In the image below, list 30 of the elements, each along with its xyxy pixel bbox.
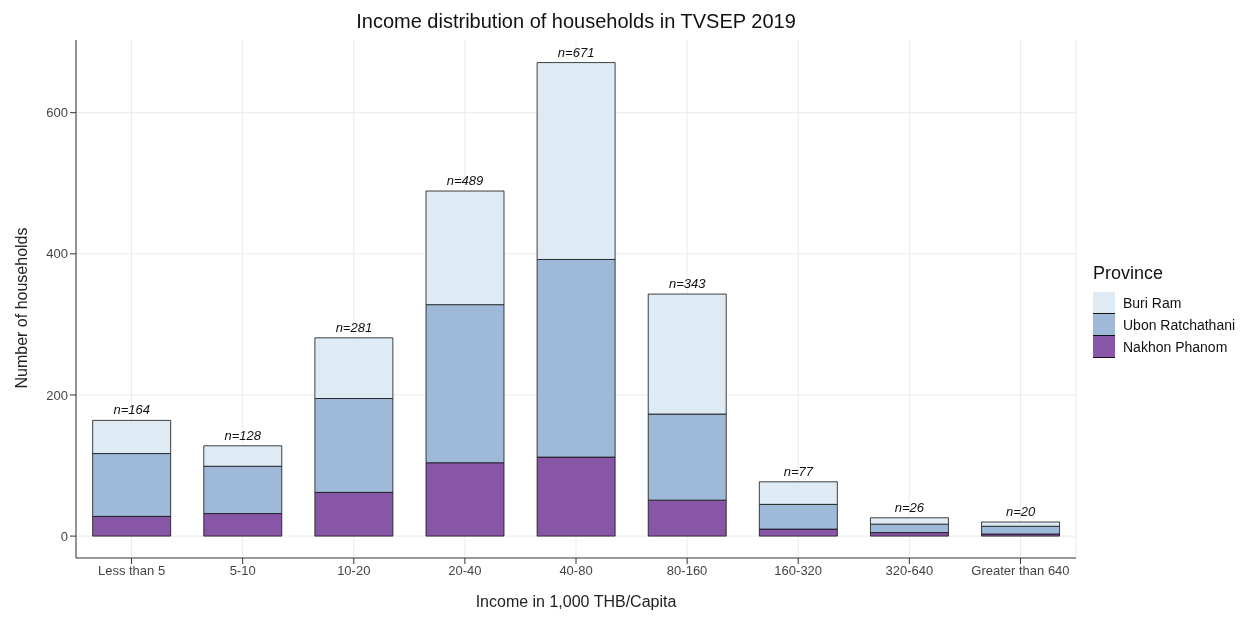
legend-title: Province — [1093, 263, 1165, 284]
total-label: n=671 — [557, 44, 595, 60]
x-tick-label: Less than 5 — [97, 563, 166, 579]
x-tick-label: 80-160 — [666, 563, 708, 579]
y-tick-label: 600 — [46, 105, 68, 121]
bar — [981, 525, 1060, 535]
y-tick-label: 400 — [46, 246, 68, 262]
total-label: n=489 — [446, 173, 484, 189]
x-tick-label: 20-40 — [448, 563, 482, 579]
chart-title: Income distribution of households in TVSEP 2019 — [355, 10, 797, 33]
x-tick-label: 320-640 — [885, 563, 934, 579]
x-tick-label: 10-20 — [337, 563, 371, 579]
x-tick-label: 5-10 — [229, 563, 256, 579]
total-label: n=77 — [783, 463, 814, 479]
legend-label: Ubon Ratchathani — [1123, 317, 1236, 333]
legend-label: Nakhon Phanom — [1123, 339, 1228, 355]
x-axis-title: Income in 1,000 THB/Capita — [474, 593, 678, 611]
x-tick-label: 160-320 — [774, 563, 823, 579]
total-label: n=20 — [1005, 504, 1036, 520]
total-label: n=281 — [335, 319, 373, 335]
y-tick-label: 0 — [60, 528, 68, 544]
total-label: n=164 — [113, 402, 150, 418]
y-axis-title: Number of households — [13, 227, 31, 389]
total-label: n=26 — [894, 499, 925, 515]
legend-label: Buri Ram — [1123, 295, 1182, 311]
y-tick-label: 200 — [46, 387, 68, 403]
x-tick-label: Greater than 640 — [971, 563, 1070, 579]
x-tick-label: 40-80 — [559, 563, 593, 579]
total-label: n=343 — [668, 276, 707, 292]
total-label: n=128 — [224, 427, 262, 443]
